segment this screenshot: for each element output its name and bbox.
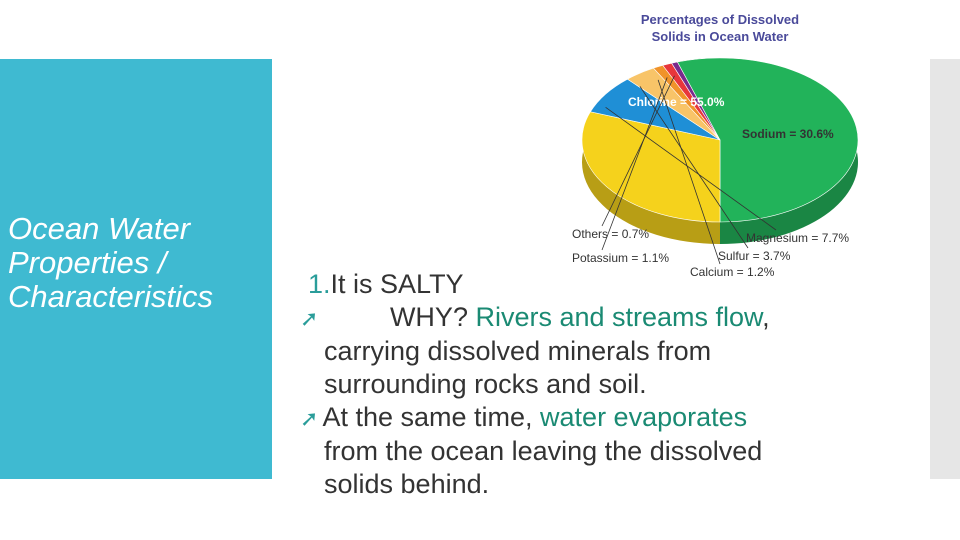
chart-title-line-1: Percentages of Dissolved [641,12,799,27]
evaporate-pre: At the same time, [322,402,541,432]
title-line-2: Properties / [8,245,167,280]
line-4: surrounding rocks and soil. [324,369,647,399]
point-line: 1.It is SALTY [300,268,920,301]
slice-label: Potassium = 1.1% [572,251,669,265]
arrow-bullet-icon: ➚ [300,306,319,331]
slice-label: Others = 0.7% [572,227,649,241]
title-line-1: Ocean Water [8,211,191,246]
right-scrollbar [930,59,960,479]
side-panel [0,59,272,479]
slice-label: Magnesium = 7.7% [746,231,849,245]
body-text: 1.It is SALTY ➚ WHY? Rivers and streams … [300,268,920,501]
slice-label: Calcium = 1.2% [690,265,775,279]
pie-chart: Percentages of Dissolved Solids in Ocean… [572,12,859,279]
line-7: solids behind. [324,469,490,499]
slice-label: Chlorine = 55.0% [628,95,725,109]
slice-leader-line [639,86,749,249]
title-line-3: Characteristics [8,279,213,314]
pie-slice [676,57,859,223]
line-6: from the ocean leaving the dissolved [324,436,763,466]
slice-label: Sulfur = 3.7% [718,249,791,263]
point-number: 1. [308,269,331,299]
line-3: carrying dissolved minerals from [324,336,712,366]
slide-title: Ocean Water Properties / Characteristics [8,212,270,314]
evaporate-text: water evaporates [540,402,748,432]
point-text: It is SALTY [330,269,464,299]
slice-leader-line [601,77,668,251]
comma: , [762,302,770,332]
pie-slice [671,61,721,141]
why-label: WHY? [389,302,476,332]
arrow-bullet-icon: ➚ [300,406,319,431]
why-line: ➚ WHY? Rivers and streams flow, [300,301,920,335]
evaporate-line: ➚ At the same time, water evaporates [300,401,920,435]
slice-leader-line [601,75,675,227]
pie-slice [581,111,721,223]
slice-label: Sodium = 30.6% [742,127,834,141]
rivers-text: Rivers and streams flow [475,302,763,332]
slice-leader-line [657,79,721,265]
chart-title-line-2: Solids in Ocean Water [652,29,789,44]
slice-leader-line [605,106,777,231]
